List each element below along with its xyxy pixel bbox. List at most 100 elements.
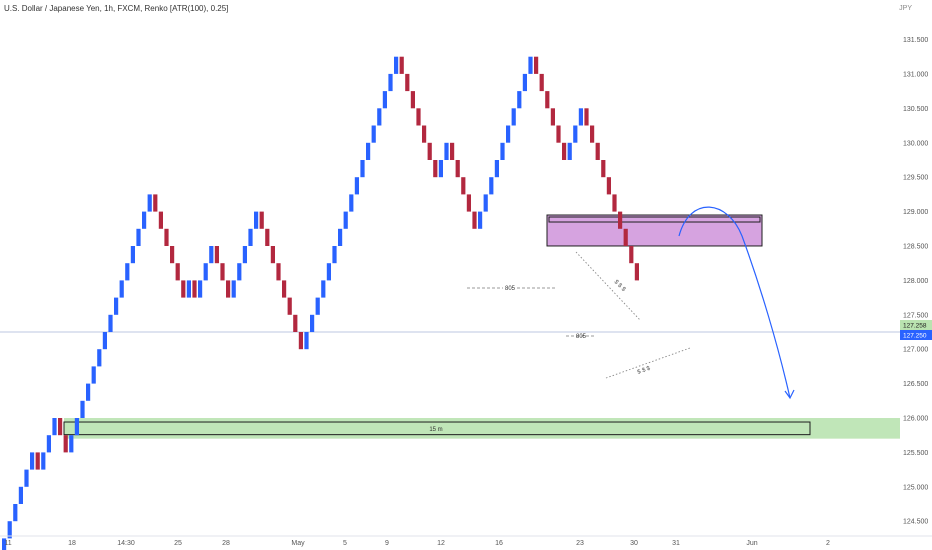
time-tick-label: 25 xyxy=(174,540,182,547)
renko-brick xyxy=(338,228,343,246)
supply-zone xyxy=(546,214,763,247)
renko-brick xyxy=(506,125,511,143)
price-tick-label: 129.500 xyxy=(903,175,928,182)
renko-brick xyxy=(416,108,421,126)
renko-brick xyxy=(192,280,197,298)
renko-brick xyxy=(164,228,169,246)
time-tick-label: 16 xyxy=(495,540,503,547)
arrow-head xyxy=(784,389,795,400)
price-tick-label: 128.000 xyxy=(903,278,928,285)
price-tick-label: 125.500 xyxy=(903,450,928,457)
triangle-upper-line xyxy=(575,251,641,321)
renko-brick xyxy=(209,246,214,264)
renko-brick xyxy=(578,108,583,126)
renko-brick xyxy=(584,108,589,126)
time-tick-label: 30 xyxy=(630,540,638,547)
renko-brick xyxy=(237,263,242,281)
renko-brick xyxy=(231,280,236,298)
renko-brick xyxy=(125,263,130,281)
renko-brick xyxy=(528,56,533,74)
renko-brick xyxy=(80,400,85,418)
renko-brick xyxy=(7,521,12,539)
time-tick-label: 14:30 xyxy=(117,540,135,547)
renko-brick xyxy=(562,142,567,160)
renko-brick xyxy=(298,332,303,350)
renko-brick xyxy=(304,332,309,350)
renko-brick xyxy=(18,486,23,504)
renko-brick xyxy=(30,452,35,470)
price-tick-label: 125.000 xyxy=(903,484,928,491)
time-tick-label: 9 xyxy=(385,540,389,547)
price-tick-label: 128.500 xyxy=(903,243,928,250)
renko-brick xyxy=(35,452,40,470)
supply-zone-inner xyxy=(548,216,761,223)
renko-brick xyxy=(483,194,488,212)
price-tick-label: 127.000 xyxy=(903,347,928,354)
renko-brick xyxy=(153,194,158,212)
renko-brick xyxy=(394,56,399,74)
renko-brick xyxy=(226,280,231,298)
price-axis[interactable]: 131.500 131.000 130.500 130.000 129.500 129.0… xyxy=(900,0,932,550)
renko-brick xyxy=(310,314,315,332)
renko-brick xyxy=(360,160,365,178)
renko-brick xyxy=(142,211,147,229)
renko-brick xyxy=(539,73,544,92)
price-tag-label: 127.250 xyxy=(903,332,927,339)
renko-brick xyxy=(618,211,623,229)
price-tick-label: 130.500 xyxy=(903,106,928,113)
renko-brick xyxy=(181,280,186,298)
demand-zone xyxy=(64,418,900,439)
price-tick-label: 124.500 xyxy=(903,519,928,526)
price-tick-label: 131.500 xyxy=(903,37,928,44)
renko-brick xyxy=(46,435,51,453)
zones: 15 m xyxy=(63,214,900,439)
currency-label: JPY xyxy=(899,5,912,12)
renko-brick xyxy=(2,538,7,550)
price-tick-label: 126.500 xyxy=(903,381,928,388)
price-axis-bg xyxy=(900,0,932,550)
renko-brick xyxy=(573,125,578,143)
renko-brick xyxy=(58,418,63,436)
time-tick-label: 28 xyxy=(222,540,230,547)
renko-brick xyxy=(315,297,320,315)
renko-brick xyxy=(388,73,393,92)
renko-brick xyxy=(52,418,57,436)
symbol-title: U.S. Dollar / Japanese Yen, 1h, FXCM, Re… xyxy=(4,4,229,13)
renko-brick xyxy=(321,280,326,298)
renko-brick xyxy=(86,383,91,401)
marks-upper: $ $ $ xyxy=(613,279,627,293)
renko-brick xyxy=(326,263,331,281)
renko-brick xyxy=(343,211,348,229)
price-tick-label: 129.000 xyxy=(903,209,928,216)
renko-brick xyxy=(41,452,46,470)
renko-brick xyxy=(405,73,410,92)
time-tick-label: 2 xyxy=(826,540,830,547)
renko-brick xyxy=(399,56,404,74)
time-tick-label: May xyxy=(291,540,305,547)
renko-brick xyxy=(220,263,225,281)
renko-brick xyxy=(97,349,102,367)
count-label-1: 805 xyxy=(505,286,516,292)
renko-brick xyxy=(461,177,466,195)
time-tick-label: 5 xyxy=(343,540,347,547)
zone-label: 15 m xyxy=(429,427,442,433)
marks-lower: $ $ $ xyxy=(637,365,652,375)
renko-brick xyxy=(102,332,107,350)
renko-brick xyxy=(410,91,415,109)
renko-brick xyxy=(265,228,270,246)
time-axis[interactable]: 11 18 14:30 25 28 May 5 9 12 16 23 30 31 Jun 2 xyxy=(0,535,932,547)
renko-brick xyxy=(489,177,494,195)
renko-brick xyxy=(242,246,247,264)
renko-brick xyxy=(371,125,376,143)
renko-brick xyxy=(472,211,477,229)
renko-brick xyxy=(349,194,354,212)
renko-brick xyxy=(175,263,180,281)
renko-brick xyxy=(478,211,483,229)
renko-brick xyxy=(147,194,152,212)
price-tag-alt-label: 127.258 xyxy=(903,322,927,329)
renko-brick xyxy=(438,160,443,178)
renko-brick xyxy=(63,435,68,453)
renko-brick xyxy=(214,246,219,264)
